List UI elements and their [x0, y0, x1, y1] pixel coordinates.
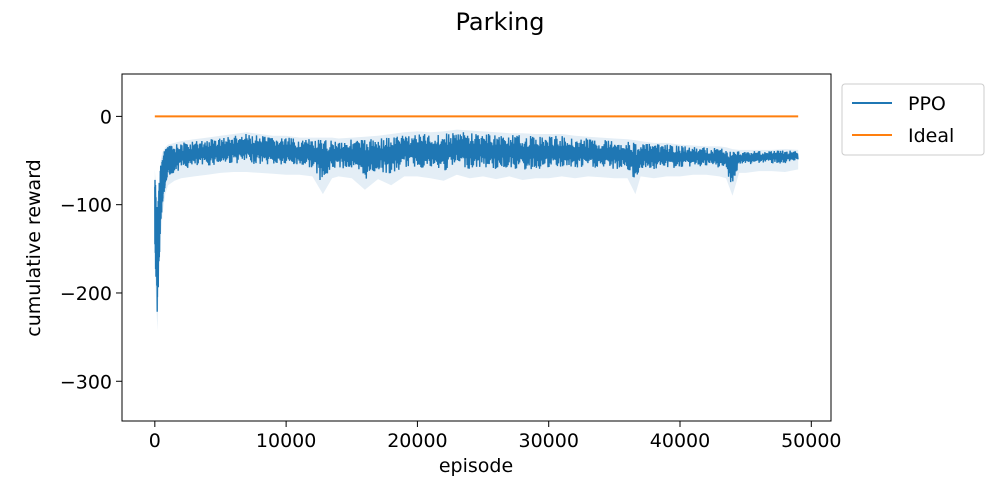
- y-axis: 0 −100 −200 −300: [60, 106, 122, 393]
- plot-frame: [121, 73, 832, 422]
- legend: PPO Ideal: [841, 83, 985, 156]
- y-axis-label: cumulative reward: [23, 159, 45, 336]
- y-tick-label: −300: [60, 371, 112, 393]
- x-axis-label: episode: [439, 455, 513, 477]
- legend-box: [841, 83, 985, 156]
- x-tick-label: 40000: [650, 430, 710, 452]
- x-tick-label: 30000: [518, 430, 578, 452]
- ppo-band: [154, 129, 799, 331]
- plot-area: [154, 115, 799, 331]
- y-tick-label: 0: [100, 106, 112, 128]
- x-tick-label: 50000: [781, 430, 841, 452]
- x-tick-label: 0: [149, 430, 161, 452]
- x-tick-label: 20000: [387, 430, 447, 452]
- legend-label-ppo: PPO: [908, 93, 946, 115]
- x-axis: 0 10000 20000 30000 40000 50000: [149, 421, 842, 452]
- legend-label-ideal: Ideal: [908, 125, 954, 147]
- y-tick-label: −200: [60, 283, 112, 305]
- x-tick-label: 10000: [256, 430, 316, 452]
- chart-title: Parking: [456, 8, 545, 36]
- y-tick-label: −100: [60, 195, 112, 217]
- ppo-line: [154, 132, 799, 312]
